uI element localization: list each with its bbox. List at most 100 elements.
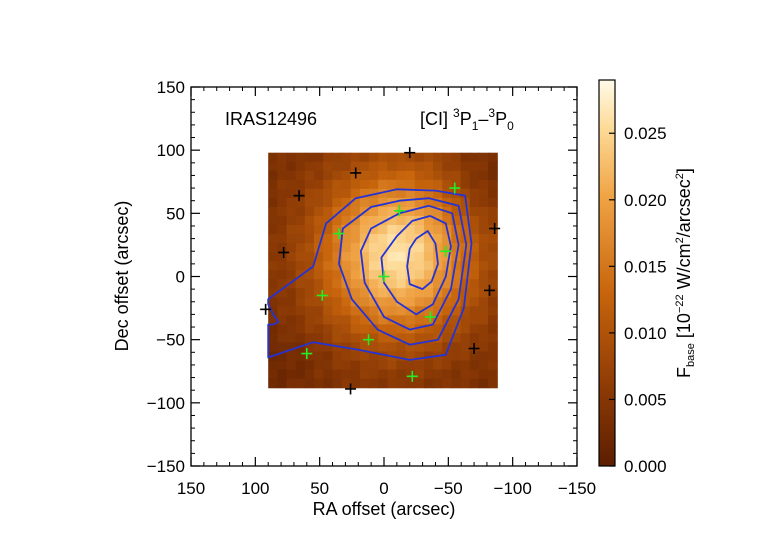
heatmap-pixel	[286, 215, 297, 226]
heatmap-pixel	[478, 224, 489, 235]
heatmap-pixel	[469, 324, 480, 335]
heatmap-pixel	[414, 215, 425, 226]
heatmap-pixel	[359, 215, 370, 226]
heatmap-pixel	[396, 170, 407, 181]
cbar-label-main: F	[674, 367, 694, 378]
heatmap-pixel	[277, 279, 288, 289]
heatmap-pixel	[442, 306, 453, 316]
heatmap-pixel	[469, 270, 480, 280]
heatmap-pixel	[304, 224, 315, 235]
heatmap-pixel	[368, 215, 379, 226]
heatmap-pixel	[314, 378, 324, 389]
heatmap-pixel	[478, 324, 489, 335]
black-cross-marker	[468, 343, 480, 355]
heatmap-pixel	[378, 297, 388, 307]
heatmap-pixel	[405, 215, 416, 226]
line-label-dash: –	[478, 109, 488, 129]
heatmap-pixel	[378, 234, 388, 244]
heatmap-pixel	[387, 188, 398, 199]
heatmap-pixel	[378, 252, 388, 262]
heatmap-pixel	[442, 243, 453, 253]
heatmap-pixel	[368, 243, 379, 253]
heatmap-pixel	[478, 360, 489, 371]
heatmap-pixel	[350, 270, 361, 280]
heatmap-pixel	[469, 224, 480, 235]
heatmap-pixel	[414, 170, 425, 181]
heatmap-pixel	[323, 270, 333, 280]
heatmap-pixel	[387, 333, 398, 344]
line-label-mid1: P	[460, 109, 472, 129]
heatmap-pixel	[304, 206, 315, 217]
heatmap-pixel	[368, 161, 379, 172]
heatmap-pixel	[414, 297, 425, 307]
heatmap-pixel	[451, 161, 462, 172]
heatmap-pixel	[469, 306, 480, 316]
heatmap-pixel	[378, 378, 388, 389]
heatmap-pixel	[478, 333, 489, 344]
heatmap-pixel	[368, 206, 379, 217]
green-cross-marker	[449, 182, 461, 194]
heatmap-pixel	[396, 152, 407, 163]
heatmap-pixel	[414, 333, 425, 344]
heatmap-pixel	[442, 152, 453, 163]
heatmap-pixel	[433, 215, 443, 226]
heatmap-pixel	[286, 315, 297, 326]
heatmap-pixel	[323, 252, 333, 262]
heatmap-pixel	[314, 224, 324, 235]
heatmap-pixel	[469, 170, 480, 181]
heatmap-pixel	[332, 197, 343, 208]
x-tick-label: −50	[434, 479, 463, 498]
heatmap-pixel	[341, 243, 352, 253]
heatmap-pixel	[323, 324, 333, 335]
heatmap-pixel	[332, 351, 343, 362]
heatmap-pixel	[359, 234, 370, 244]
heatmap-pixel	[433, 161, 443, 172]
heatmap-pixel	[295, 197, 306, 208]
heatmap-pixel	[488, 215, 498, 226]
heatmap-pixel	[396, 333, 407, 344]
heatmap-pixel	[478, 188, 489, 199]
heatmap-pixel	[368, 261, 379, 271]
heatmap-pixel	[387, 360, 398, 371]
heatmap-pixel	[268, 333, 278, 344]
heatmap-pixel	[268, 360, 278, 371]
heatmap-pixel	[314, 333, 324, 344]
heatmap-pixel	[387, 215, 398, 226]
heatmap-pixel	[423, 152, 434, 163]
y-axis-title: Dec offset (arcsec)	[112, 201, 132, 352]
heatmap-pixel	[368, 333, 379, 344]
heatmap-pixel	[350, 224, 361, 235]
heatmap-pixel	[469, 243, 480, 253]
heatmap-pixel	[268, 152, 278, 163]
colorbar-ticks: 0.000 0.005 0.010 0.015 0.020 0.025	[609, 124, 667, 476]
heatmap-pixel	[359, 252, 370, 262]
heatmap-pixel	[423, 378, 434, 389]
heatmap-pixel	[286, 161, 297, 172]
heatmap-pixel	[469, 179, 480, 190]
black-cross-marker	[293, 190, 305, 202]
heatmap-pixel	[359, 152, 370, 163]
heatmap-pixel	[405, 342, 416, 353]
heatmap-pixel	[478, 351, 489, 362]
heatmap-pixel	[332, 369, 343, 380]
heatmap-pixel	[277, 170, 288, 181]
heatmap-pixel	[268, 197, 278, 208]
heatmap-pixel	[405, 369, 416, 380]
heatmap-pixel	[423, 261, 434, 271]
heatmap-pixel	[423, 315, 434, 326]
heatmap-pixel	[314, 279, 324, 289]
heatmap-pixel	[323, 297, 333, 307]
heatmap-pixel	[314, 369, 324, 380]
heatmap-pixel	[433, 297, 443, 307]
heatmap-pixel	[368, 224, 379, 235]
heatmap-pixel	[460, 279, 471, 289]
heatmap-pixel	[469, 152, 480, 163]
heatmap-pixel	[378, 206, 388, 217]
heatmap-pixel	[378, 351, 388, 362]
heatmap-pixel	[341, 197, 352, 208]
heatmap-pixel	[295, 369, 306, 380]
heatmap-pixel	[387, 279, 398, 289]
heatmap-pixel	[433, 360, 443, 371]
heatmap-pixel	[451, 215, 462, 226]
heatmap-pixel	[387, 378, 398, 389]
